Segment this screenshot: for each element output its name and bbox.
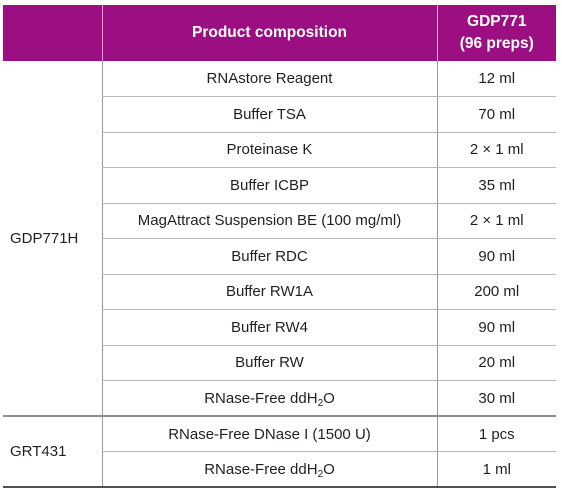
- table-row: Buffer RW1A 200 ml: [3, 274, 556, 310]
- header-kit-code: GDP771: [467, 13, 527, 30]
- component-name-text: RNase-Free ddH: [204, 460, 318, 478]
- component-amount: 70 ml: [436, 96, 556, 133]
- component-name-tail: O: [323, 460, 335, 478]
- component-name: MagAttract Suspension BE (100 mg/ml): [101, 203, 437, 239]
- table-row: Buffer RW 20 ml: [3, 345, 556, 381]
- component-name: Proteinase K: [101, 132, 437, 168]
- header-product-composition: Product composition: [101, 5, 437, 61]
- table-row: Buffer ICBP 35 ml: [3, 167, 556, 204]
- header-kit-column: GDP771 (96 preps): [436, 5, 556, 61]
- subscript-text: 2: [317, 468, 324, 480]
- component-name: RNase-Free ddH2O: [101, 380, 437, 416]
- table-row: GDP771H RNAstore Reagent 12 ml: [3, 61, 556, 247]
- table-row: MagAttract Suspension BE (100 mg/ml) 2 ×…: [3, 203, 556, 239]
- component-amount: 2 × 1 ml: [436, 203, 556, 239]
- table-row: GRT431 RNase-Free DNase I (1500 U) 1 pcs: [3, 415, 556, 488]
- component-name: RNase-Free DNase I (1500 U): [101, 415, 437, 452]
- component-amount: 90 ml: [436, 238, 556, 275]
- component-name: Buffer RW1A: [101, 274, 437, 310]
- subscript-text: 2: [317, 397, 324, 409]
- component-name: Buffer RDC: [101, 238, 437, 275]
- component-name: Buffer RW4: [101, 309, 437, 346]
- component-amount: 90 ml: [436, 309, 556, 346]
- kit-group-label: GDP771H: [10, 229, 79, 247]
- component-name: Buffer TSA: [101, 96, 437, 133]
- component-name: Buffer ICBP: [101, 167, 437, 204]
- component-amount: 20 ml: [436, 345, 556, 381]
- component-name: Buffer RW: [101, 345, 437, 381]
- table-row: Buffer RW4 90 ml: [3, 309, 556, 346]
- table-row: RNase-Free ddH2O 30 ml: [3, 380, 556, 416]
- header-kit-cell: [3, 5, 102, 61]
- table-row: RNase-Free ddH2O 1 ml: [3, 451, 556, 488]
- component-name-tail: O: [323, 389, 335, 407]
- product-composition-table: Product composition GDP771 (96 preps) GD…: [3, 5, 556, 488]
- kit-group-label: GRT431: [3, 415, 102, 488]
- component-amount: 1 ml: [436, 451, 556, 488]
- component-amount: 2 × 1 ml: [436, 132, 556, 168]
- component-amount: 1 pcs: [436, 415, 556, 452]
- component-name-text: RNase-Free ddH: [204, 389, 318, 407]
- table-row: Proteinase K 2 × 1 ml: [3, 132, 556, 168]
- component-name: RNAstore Reagent: [101, 61, 437, 97]
- header-kit-size: (96 preps): [459, 35, 534, 52]
- table-header-row: Product composition GDP771 (96 preps): [3, 5, 556, 61]
- table-row: Buffer RDC 90 ml: [3, 238, 556, 275]
- component-name: RNase-Free ddH2O: [101, 451, 437, 488]
- component-amount: 35 ml: [436, 167, 556, 204]
- component-amount: 200 ml: [436, 274, 556, 310]
- component-amount: 12 ml: [436, 61, 556, 97]
- component-amount: 30 ml: [436, 380, 556, 416]
- table-row: Buffer TSA 70 ml: [3, 96, 556, 133]
